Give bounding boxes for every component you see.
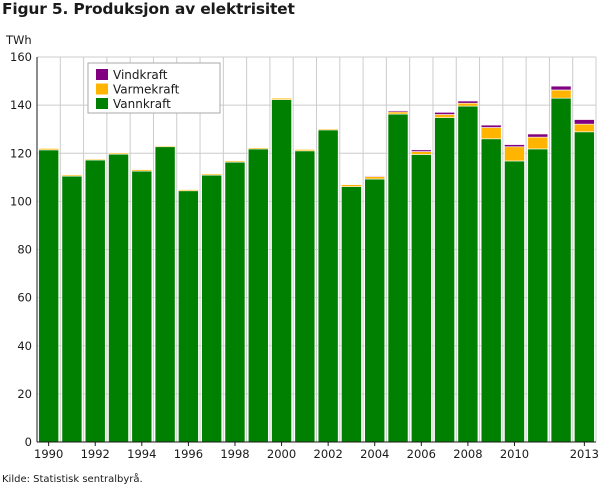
legend-box — [87, 62, 221, 114]
bar-segment-vannkraft-1991 — [61, 175, 83, 443]
bar-segment-varmekraft-2001 — [294, 149, 316, 152]
x-tick-label: 1994 — [127, 447, 156, 461]
legend-label-vindkraft: Vindkraft — [113, 68, 168, 82]
bar-segment-vindkraft-2004 — [364, 175, 386, 177]
bar-segment-varmekraft-1999 — [247, 147, 269, 150]
bar-segment-vindkraft-2005 — [387, 110, 409, 113]
x-tick-label: 2000 — [267, 447, 296, 461]
bar-segment-varmekraft-2000 — [271, 97, 292, 100]
x-tick-label: 2008 — [453, 447, 482, 461]
legend-swatch-varmekraft — [96, 83, 108, 95]
x-tick-label: 1998 — [220, 447, 249, 461]
bar-segment-vannkraft-2012 — [550, 97, 572, 443]
bar-segment-vindkraft-2010 — [504, 144, 525, 148]
bar-segment-vindkraft-2013 — [574, 119, 595, 125]
bar-segment-vindkraft-2003 — [341, 183, 362, 185]
x-tick-label: 2013 — [570, 447, 599, 461]
bar-segment-vannkraft-1998 — [224, 161, 246, 443]
y-tick-label: 20 — [17, 387, 32, 401]
x-tick-label: 1990 — [34, 447, 63, 461]
bar-segment-varmekraft-1997 — [201, 173, 222, 176]
bar-segment-vannkraft-1996 — [178, 190, 199, 443]
bar-segment-vindkraft-2012 — [550, 85, 572, 91]
y-tick-label: 140 — [10, 98, 32, 112]
bar-segment-varmekraft-2009 — [480, 127, 502, 140]
y-tick-label: 40 — [17, 339, 32, 353]
bar-segment-vannkraft-1995 — [154, 146, 176, 443]
legend-label-vannkraft: Vannkraft — [113, 97, 171, 111]
bar-segment-vindkraft-2008 — [457, 100, 479, 104]
y-tick-label: 80 — [17, 243, 32, 257]
source-note: Kilde: Statistisk sentralbyrå. — [2, 474, 143, 485]
bar-segment-vannkraft-2001 — [294, 150, 316, 443]
bar-segment-vannkraft-2000 — [271, 99, 292, 443]
bar-segment-varmekraft-2012 — [550, 89, 572, 99]
legend-swatch-vindkraft — [96, 69, 108, 80]
x-tick-label: 2002 — [314, 447, 343, 461]
x-tick-label: 2004 — [360, 447, 389, 461]
y-tick-label: 120 — [10, 146, 32, 160]
bar-segment-vannkraft-1990 — [38, 149, 59, 443]
x-tick-label: 2006 — [407, 447, 436, 461]
bar-segment-vannkraft-2002 — [317, 129, 339, 443]
bar-segment-vannkraft-2003 — [341, 186, 362, 443]
bar-segment-varmekraft-2011 — [527, 136, 549, 150]
bar-segment-vindkraft-2009 — [480, 124, 502, 128]
bar-segment-varmekraft-1991 — [61, 174, 83, 177]
bar-segment-vannkraft-1994 — [131, 170, 153, 443]
bar-segment-varmekraft-2010 — [504, 146, 525, 162]
bar-segment-varmekraft-2008 — [457, 102, 479, 107]
bar-segment-vannkraft-2013 — [574, 131, 595, 443]
bar-segment-varmekraft-1996 — [178, 189, 199, 192]
axes: 0 20 40 60 80 100 120 140 160 1990 1992 1994 1996 199… — [10, 50, 599, 461]
y-tick-label: 0 — [25, 435, 32, 449]
grid-lines — [36, 56, 597, 442]
y-tick-label: 60 — [17, 291, 32, 305]
bar-segment-vannkraft-2011 — [527, 148, 549, 443]
legend-swatch-vannkraft — [96, 98, 108, 109]
y-axis-unit-label: TWh — [5, 33, 32, 47]
chart-title: Figur 5. Produksjon av elektrisitet — [2, 0, 295, 18]
bar-segment-vannkraft-2004 — [364, 178, 386, 443]
bar-segment-vannkraft-2006 — [410, 154, 432, 443]
bar-segment-varmekraft-1994 — [131, 169, 153, 172]
y-tick-label: 160 — [10, 50, 32, 64]
bar-segment-varmekraft-2005 — [387, 111, 409, 115]
bar-segment-varmekraft-1990 — [38, 148, 59, 151]
y-tick-label: 100 — [10, 194, 32, 208]
bar-segment-varmekraft-1998 — [224, 160, 246, 163]
bar-segment-vannkraft-2009 — [480, 138, 502, 443]
bar-segment-varmekraft-2013 — [574, 123, 595, 133]
bar-segment-vannkraft-1997 — [201, 174, 222, 443]
bar-segment-vindkraft-2006 — [410, 149, 432, 152]
legend-label-varmekraft: Varmekraft — [113, 83, 180, 97]
bar-segment-vindkraft-2002 — [317, 127, 339, 130]
bar-segment-varmekraft-2007 — [434, 114, 455, 118]
x-tick-label: 1996 — [174, 447, 203, 461]
bar-segment-vannkraft-2005 — [387, 113, 409, 443]
bar-segment-varmekraft-1995 — [154, 145, 176, 148]
bar-segment-vannkraft-2008 — [457, 105, 479, 443]
x-tick-label: 1992 — [81, 447, 110, 461]
x-tick-label: 2010 — [500, 447, 529, 461]
bar-segment-vannkraft-2010 — [504, 160, 525, 443]
bar-segment-varmekraft-2006 — [410, 151, 432, 155]
bar-segment-varmekraft-1992 — [84, 158, 106, 161]
bar-segment-vindkraft-2011 — [527, 133, 549, 138]
bar-segment-vannkraft-1992 — [84, 159, 106, 443]
bar-segment-vannkraft-1993 — [108, 153, 129, 443]
bar-segment-vannkraft-2007 — [434, 117, 455, 443]
bar-segment-varmekraft-2004 — [364, 176, 386, 180]
bar-segment-vannkraft-1999 — [247, 148, 269, 443]
bar-segment-vindkraft-2007 — [434, 112, 455, 115]
bar-segment-varmekraft-1993 — [108, 152, 129, 155]
